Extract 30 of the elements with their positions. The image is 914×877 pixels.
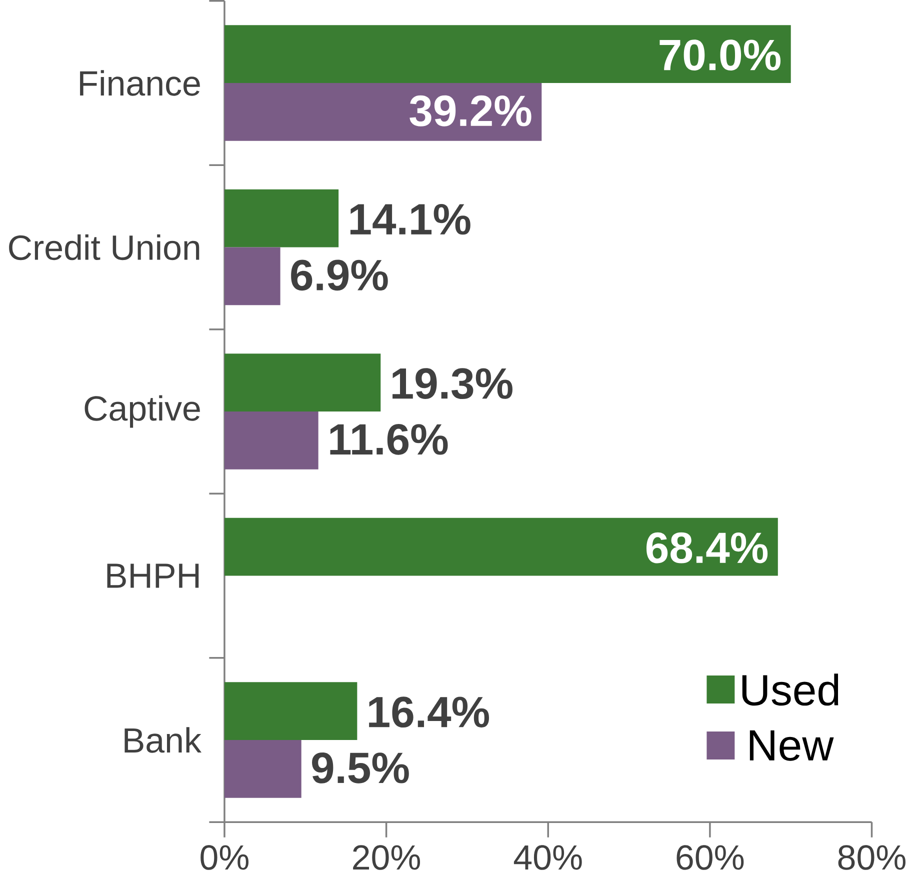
bar [224, 247, 280, 306]
bar [224, 82, 542, 141]
data-label: 11.6% [330, 424, 448, 455]
data-label: 14.1% [350, 204, 470, 235]
x-tick-label: 0% [200, 845, 248, 870]
x-tick-label: 80% [838, 845, 906, 870]
data-label: 39.2% [410, 95, 532, 126]
x-tick-label: 20% [353, 845, 420, 870]
y-tick-label: BHPH [107, 564, 199, 588]
data-label: 70.0% [660, 40, 781, 70]
bar [224, 740, 302, 798]
y-tick-label: Credit Union [9, 234, 200, 260]
legend-label: New [750, 730, 834, 761]
data-label: 9.5% [312, 752, 409, 784]
data-label: 16.4% [369, 696, 489, 728]
bar [224, 25, 791, 83]
data-label: 19.3% [392, 368, 512, 399]
y-tick-label: Finance [80, 70, 200, 96]
bar [224, 189, 339, 248]
y-tick-label: Captive [84, 395, 200, 428]
x-tick-label: 60% [676, 845, 744, 870]
x-tick-label: 40% [514, 845, 582, 870]
bar [224, 411, 318, 470]
data-label: 6.9% [291, 260, 388, 291]
y-tick-label: Bank [124, 727, 202, 753]
bar [224, 682, 358, 740]
bar [224, 354, 381, 412]
bar [224, 518, 778, 576]
data-label: 68.4% [646, 532, 768, 564]
legend-label: Used [742, 674, 838, 706]
